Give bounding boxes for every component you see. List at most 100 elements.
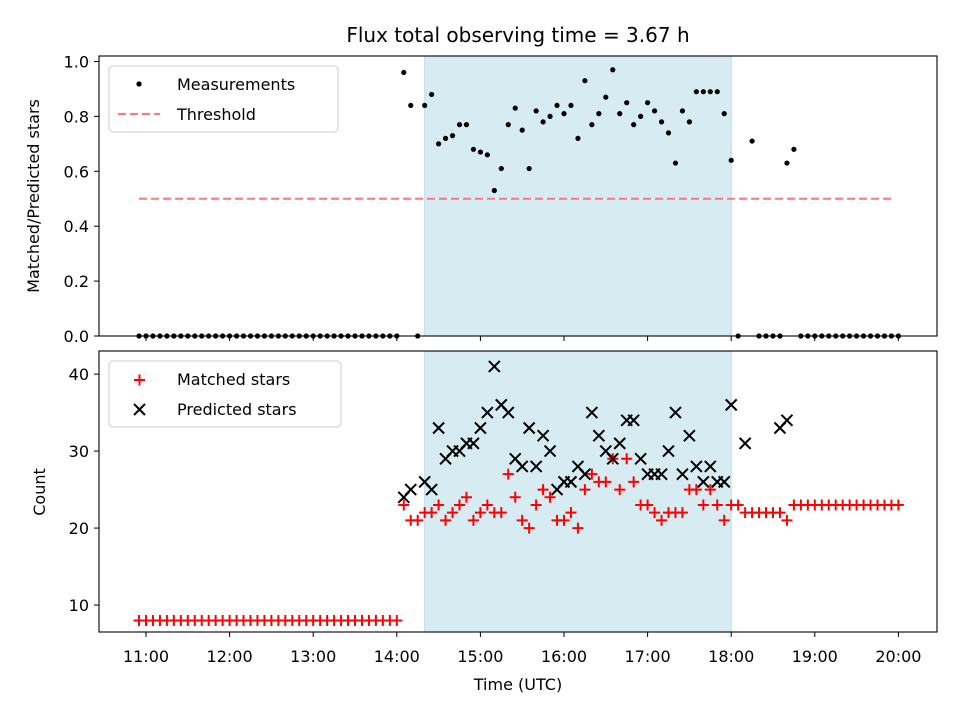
matched-stars-point (447, 507, 459, 519)
legend-marker-predicted-stars (133, 403, 146, 416)
matched-stars-point (704, 484, 716, 496)
matched-stars-point (391, 614, 403, 626)
matched-stars-point (642, 499, 654, 511)
matched-stars-point (467, 514, 479, 526)
measurements-point (442, 135, 449, 141)
predicted-stars-point (613, 437, 626, 450)
top-axes-frame (98, 55, 938, 337)
measurements-point (505, 122, 511, 128)
matched-stars-point (621, 453, 633, 465)
measurements-point (526, 165, 532, 172)
predicted-stars-point (780, 414, 794, 427)
measurements-point (617, 111, 623, 117)
y-tick-label: 10 (69, 596, 89, 615)
measurements-point (596, 111, 602, 117)
predicted-stars-point (690, 460, 703, 473)
matched-stars-point (474, 507, 486, 519)
matched-stars-point (516, 514, 528, 526)
matched-stars-point (481, 499, 493, 511)
top-panel: 0.0 0.2 0.4 0.6 0.8 1.0 Matched/Predicted sta… (24, 52, 938, 346)
y-tick-label: 0.4 (64, 217, 89, 236)
measurements-point (651, 108, 658, 114)
y-tick-label: 1.0 (64, 52, 89, 71)
x-tick-label: 17:00 (625, 647, 671, 666)
bottom-plot-area (133, 360, 904, 626)
predicted-stars-point (634, 452, 647, 465)
matched-stars-point (732, 499, 744, 511)
x-axis-label: Time (UTC) (473, 675, 562, 694)
matched-stars-point (523, 522, 535, 534)
legend-marker-measurements (136, 81, 142, 87)
predicted-stars-point (683, 429, 696, 442)
matched-stars-point (544, 491, 556, 503)
matched-stars-point (412, 514, 424, 526)
matched-stars-point (690, 484, 702, 496)
predicted-stars-point (543, 444, 557, 458)
legend-label-matched-stars: Matched stars (177, 370, 290, 389)
measurements-point (540, 119, 546, 125)
predicted-stars-point (697, 475, 710, 489)
measurements-point (700, 89, 706, 95)
measurements-point (665, 130, 672, 136)
measurements-point (672, 160, 679, 166)
measurements-point (429, 91, 435, 98)
measurements-point (463, 122, 470, 128)
measurements-point (714, 89, 720, 95)
x-tick-label: 16:00 (541, 647, 587, 666)
matched-stars-point (558, 514, 570, 526)
top-x-axis (145, 336, 899, 341)
measurements-point (401, 69, 407, 76)
measurements-point (693, 89, 699, 95)
matched-stars-point (628, 476, 640, 488)
measurements-point (498, 165, 504, 172)
predicted-stars-point (606, 452, 619, 465)
measurements-point (624, 100, 630, 106)
matched-stars-point (530, 499, 542, 511)
y-tick-label: 0.2 (64, 272, 89, 291)
legend-label-threshold: Threshold (176, 105, 256, 124)
matched-stars-point (398, 499, 410, 511)
y-tick-label: 0.8 (64, 107, 89, 126)
chart-title: Flux total observing time = 3.67 h (346, 23, 689, 47)
predicted-stars-point (425, 483, 438, 496)
bottom-x-axis: 11:00 12:00 13:00 14:00 15:00 16:00 17:00 18:00… (123, 632, 921, 666)
matched-stars-point (460, 491, 472, 503)
matched-stars-point (579, 484, 591, 496)
predicted-stars-point (592, 429, 606, 442)
measurements-point (679, 108, 686, 114)
measurements-point (610, 67, 616, 73)
predicted-stars-point (669, 406, 682, 419)
measurements-point (561, 111, 567, 117)
measurements-point (491, 187, 497, 194)
predicted-stars-point (738, 437, 752, 450)
measurements-point (470, 146, 477, 152)
matched-stars-point (572, 522, 584, 534)
matched-stars-point (649, 507, 661, 519)
y-tick-label: 30 (69, 442, 89, 461)
top-y-axis-label: Matched/Predicted stars (24, 99, 43, 293)
measurements-point (721, 111, 727, 117)
legend-label-predicted-stars: Predicted stars (177, 400, 297, 419)
x-tick-label: 11:00 (123, 647, 169, 666)
measurements-point (589, 122, 595, 128)
measurements-point (603, 94, 609, 100)
bottom-y-axis-label: Count (30, 468, 49, 516)
matched-stars-point (502, 468, 514, 480)
shaded-interval (424, 55, 732, 337)
measurements-point (519, 127, 525, 133)
predicted-stars-point (662, 444, 675, 458)
top-legend: Measurements Threshold (108, 65, 339, 133)
y-tick-label: 20 (69, 519, 89, 538)
matched-stars-point (697, 499, 709, 511)
predicted-stars-point (529, 460, 543, 473)
top-y-axis: 0.0 0.2 0.4 0.6 0.8 1.0 (64, 52, 99, 346)
matched-stars-point (676, 507, 688, 519)
predicted-stars-point (502, 406, 515, 419)
x-tick-label: 14:00 (374, 647, 420, 666)
predicted-stars-point (564, 475, 578, 489)
matched-stars-point (509, 491, 521, 503)
predicted-stars-point (481, 406, 494, 419)
matched-stars-point (440, 514, 452, 526)
measurements-point (436, 141, 442, 147)
